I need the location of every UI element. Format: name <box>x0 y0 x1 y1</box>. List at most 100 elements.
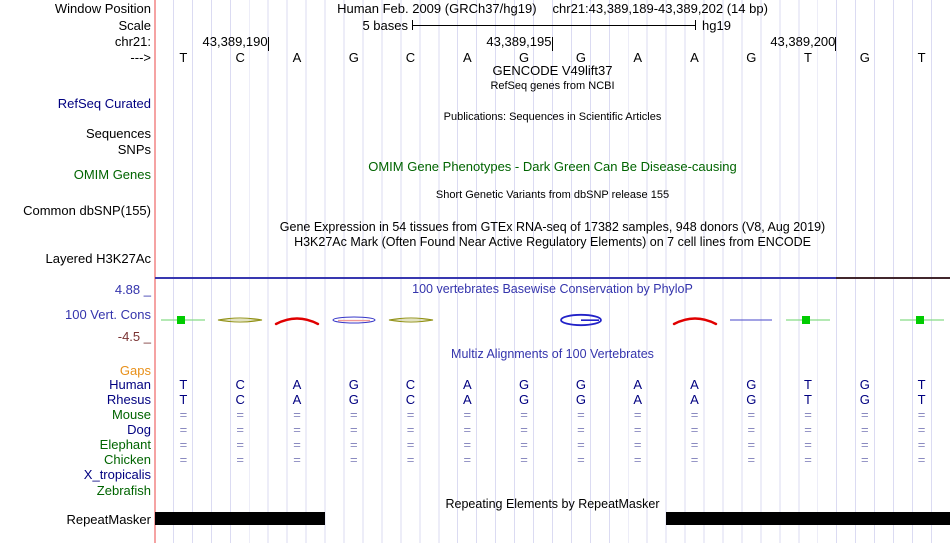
conservation-glyph-green-square <box>785 313 831 327</box>
conservation-glyph-green-square <box>899 313 945 327</box>
alignment-base: A <box>633 377 643 392</box>
base-gridlines <box>155 0 950 543</box>
ruler-tick <box>267 37 269 51</box>
base-letter: G <box>859 50 870 65</box>
track-label-scale[interactable]: Scale <box>118 18 151 33</box>
alignment-base: C <box>405 392 416 407</box>
alignment-base: T <box>917 377 926 392</box>
alignment-match-mark: = <box>520 437 528 452</box>
track-label-dog[interactable]: Dog <box>127 422 151 437</box>
alignment-match-mark: = <box>179 437 188 452</box>
alignment-base: T <box>804 377 812 392</box>
alignment-match-mark: = <box>577 407 585 422</box>
conservation-glyph-blue-oval <box>558 313 604 327</box>
track-label-mouse[interactable]: Mouse <box>111 407 151 422</box>
conservation-glyph-red-arch <box>274 313 320 327</box>
track-label-chicken[interactable]: Chicken <box>104 452 151 467</box>
alignment-match-mark: = <box>349 407 358 422</box>
track-label-repeatmasker[interactable]: RepeatMasker <box>66 512 151 527</box>
track-label-cons-max[interactable]: 4.88 _ <box>114 282 151 297</box>
track-label-sequences[interactable]: Sequences <box>85 126 151 141</box>
alignment-match-mark: = <box>917 452 926 467</box>
alignment-base: C <box>235 392 245 407</box>
base-letter: T <box>917 50 926 65</box>
alignment-match-mark: = <box>406 407 415 422</box>
track-label-chrom[interactable]: chr21: <box>114 34 151 49</box>
alignment-match-mark: = <box>804 422 812 437</box>
track-label-rhesus[interactable]: Rhesus <box>106 392 151 407</box>
alignment-base: C <box>405 377 416 392</box>
ruler-tick <box>835 37 837 51</box>
gtex-title: Gene Expression in 54 tissues from GTEx … <box>279 220 826 234</box>
alignment-match-mark: = <box>349 437 358 452</box>
alignment-match-mark: = <box>917 437 926 452</box>
h3k27ac-signal-line <box>155 277 950 279</box>
alignment-match-mark: = <box>463 422 472 437</box>
alignment-match-mark: = <box>293 437 301 452</box>
alignment-base: G <box>859 392 870 407</box>
alignment-base: G <box>746 392 757 407</box>
alignment-match-mark: = <box>406 422 415 437</box>
scale-bar <box>412 20 696 30</box>
alignment-match-mark: = <box>860 437 869 452</box>
h3k27ac-signal-line-right <box>836 277 950 279</box>
alignment-match-mark: = <box>804 452 812 467</box>
alignment-match-mark: = <box>860 422 869 437</box>
alignment-match-mark: = <box>463 437 472 452</box>
alignment-match-mark: = <box>577 422 585 437</box>
track-label-layered-h3k27ac[interactable]: Layered H3K27Ac <box>45 251 151 266</box>
alignment-match-mark: = <box>406 452 415 467</box>
alignment-match-mark: = <box>747 452 756 467</box>
alignment-base: T <box>179 377 188 392</box>
track-label-refseq-curated[interactable]: RefSeq Curated <box>57 96 151 111</box>
alignment-match-mark: = <box>633 422 642 437</box>
alignment-match-mark: = <box>463 452 472 467</box>
alignment-match-mark: = <box>236 407 244 422</box>
track-label-common-dbsnp[interactable]: Common dbSNP(155) <box>23 203 151 218</box>
track-label-vert-cons[interactable]: 100 Vert. Cons <box>65 307 151 322</box>
alignment-match-mark: = <box>179 407 188 422</box>
alignment-match-mark: = <box>349 422 358 437</box>
conservation-glyph-blue-line <box>728 313 774 327</box>
track-label-snps[interactable]: SNPs <box>117 142 151 157</box>
alignment-match-mark: = <box>577 437 585 452</box>
track-label-human[interactable]: Human <box>109 377 151 392</box>
alignment-base: T <box>804 392 812 407</box>
track-label-zebrafish[interactable]: Zebrafish <box>96 483 151 498</box>
window-title: Human Feb. 2009 (GRCh37/hg19) chr21:43,38… <box>155 2 950 15</box>
alignment-match-mark: = <box>236 452 244 467</box>
repeatmasker-title: Repeating Elements by RepeatMasker <box>445 497 660 511</box>
alignment-match-mark: = <box>520 422 528 437</box>
track-label-x-tropicalis[interactable]: X_tropicalis <box>83 467 151 482</box>
track-label-omim-genes[interactable]: OMIM Genes <box>73 167 151 182</box>
track-label-strand[interactable]: ---> <box>130 50 151 65</box>
base-letter: T <box>179 50 188 65</box>
alignment-match-mark: = <box>804 437 812 452</box>
track-label-elephant[interactable]: Elephant <box>99 437 151 452</box>
track-label-window-position[interactable]: Window Position <box>54 1 151 16</box>
alignment-match-mark: = <box>747 422 756 437</box>
alignment-match-mark: = <box>917 422 926 437</box>
alignment-match-mark: = <box>690 452 699 467</box>
alignment-base: G <box>519 377 530 392</box>
track-label-cons-min[interactable]: -4.5 _ <box>117 329 151 344</box>
alignment-match-mark: = <box>633 452 642 467</box>
alignment-match-mark: = <box>179 452 188 467</box>
repeat-element-bar[interactable] <box>155 512 326 525</box>
alignment-match-mark: = <box>179 422 188 437</box>
conservation-glyph-red-arch <box>672 313 718 327</box>
dbsnp-title: Short Genetic Variants from dbSNP releas… <box>435 189 670 201</box>
alignment-base: T <box>917 392 926 407</box>
publications-title: Publications: Sequences in Scientific Ar… <box>443 111 662 123</box>
refseq-subtitle: RefSeq genes from NCBI <box>490 80 615 92</box>
track-label-gaps[interactable]: Gaps <box>119 363 151 378</box>
alignment-base: A <box>633 392 643 407</box>
multiz-title: Multiz Alignments of 100 Vertebrates <box>451 347 654 361</box>
scale-value-label: 5 bases <box>362 18 408 33</box>
repeat-element-bar[interactable] <box>666 512 950 525</box>
alignment-base: A <box>292 392 302 407</box>
alignment-match-mark: = <box>747 407 756 422</box>
gencode-title: GENCODE V49lift37 <box>492 63 613 78</box>
alignment-match-mark: = <box>633 437 642 452</box>
